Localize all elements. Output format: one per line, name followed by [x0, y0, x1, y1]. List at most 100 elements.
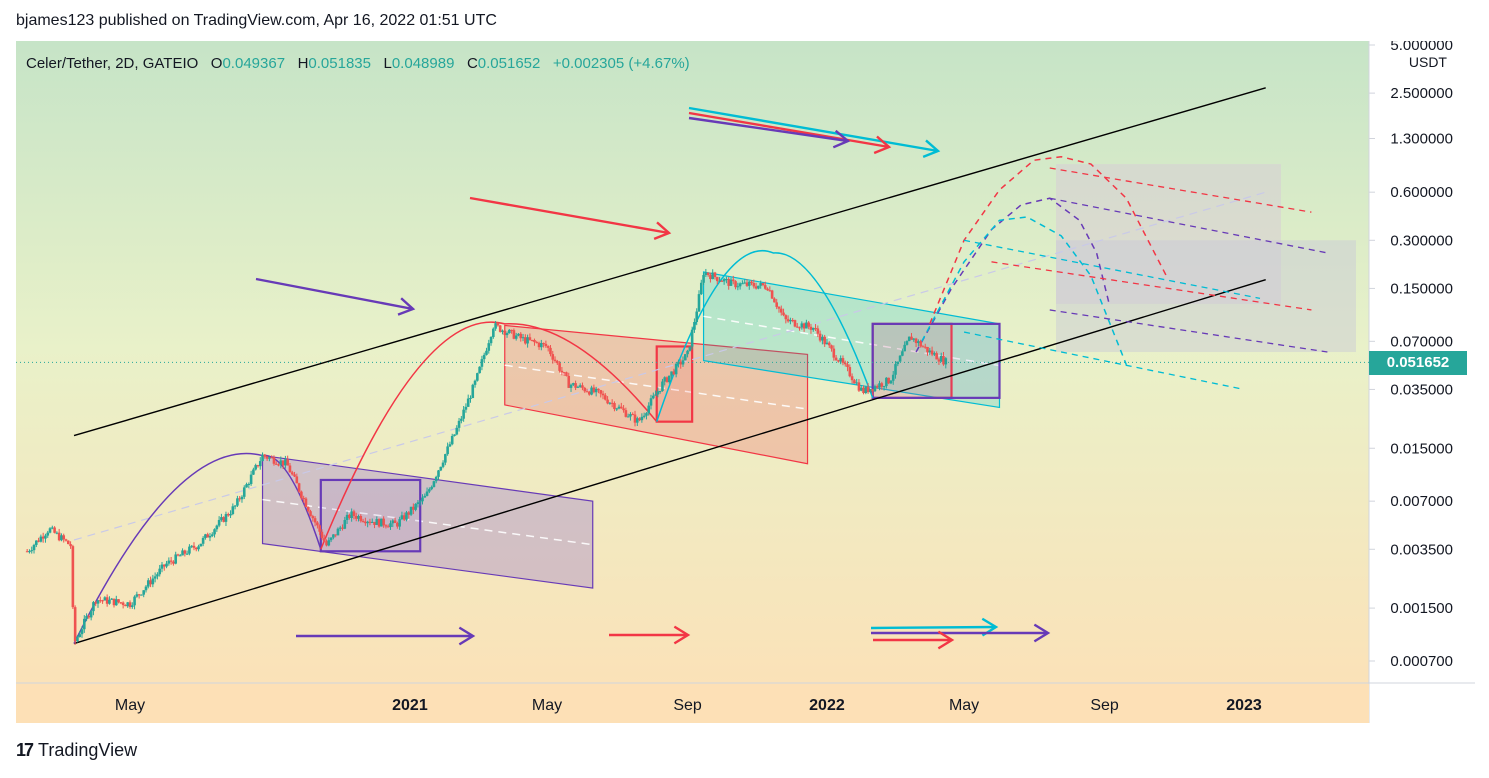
candle-body — [416, 502, 420, 504]
candle-body — [775, 302, 778, 307]
candle-body — [318, 525, 321, 532]
candle-body — [928, 350, 932, 353]
candle-body — [848, 367, 852, 377]
candle-body — [935, 353, 938, 360]
candle-body — [393, 520, 397, 524]
candle-body — [142, 590, 146, 595]
candle-body — [613, 403, 616, 410]
candle-body — [130, 605, 134, 607]
candle-body — [590, 387, 593, 395]
candle-body — [80, 629, 84, 635]
candle-body — [610, 402, 614, 404]
candle-body — [793, 320, 797, 327]
candle-body — [768, 290, 772, 292]
candle-body — [594, 388, 598, 393]
candle-body — [140, 594, 143, 596]
candle-body — [489, 337, 493, 344]
candle-body — [137, 594, 141, 596]
candle-body — [103, 597, 107, 601]
x-tick-label: May — [532, 697, 562, 714]
candle-body — [405, 512, 408, 520]
candle-body — [263, 454, 267, 457]
candle-body — [496, 323, 500, 326]
candle-body — [32, 544, 36, 551]
candle-body — [773, 298, 776, 303]
candle-body — [544, 343, 548, 347]
highlight-box — [871, 322, 1001, 399]
candle-body — [302, 497, 305, 499]
candle-body — [891, 374, 895, 381]
candle-body — [334, 534, 337, 536]
candle-body — [304, 498, 308, 507]
projection-channel-line — [1049, 309, 1328, 353]
candle-body — [345, 514, 349, 520]
candle-body — [384, 525, 388, 527]
candle-body — [169, 560, 173, 562]
candle-body — [425, 491, 429, 496]
candle-body — [277, 464, 280, 466]
candle-body — [501, 330, 504, 332]
candle-body — [562, 372, 566, 374]
candle-body — [432, 481, 436, 487]
y-tick-label: 0.001500 — [1390, 600, 1453, 617]
candle-body — [247, 483, 251, 485]
candle-body — [933, 353, 936, 355]
candle-body — [57, 532, 61, 541]
candle-body — [875, 386, 879, 388]
time-scale-background — [16, 684, 1369, 723]
candle-body — [492, 328, 495, 338]
candle-body — [92, 602, 95, 612]
candle-body — [181, 550, 184, 556]
candle-body — [322, 538, 326, 542]
candle-body — [818, 333, 822, 341]
chart-area[interactable]: 5.000000 2.500000 1.300000 0.600000 0.300000… — [16, 41, 1475, 723]
candle-body — [352, 511, 356, 517]
candle-body — [25, 551, 29, 553]
candle-body — [320, 531, 324, 539]
candle-body — [375, 519, 379, 525]
candle-body — [661, 381, 664, 391]
arrow-head — [653, 221, 672, 240]
candle-body — [487, 343, 491, 351]
candle-body — [546, 346, 550, 348]
candle-body — [903, 344, 906, 352]
arrow-line — [688, 111, 890, 149]
candle-body — [551, 354, 555, 360]
candle-body — [578, 385, 582, 387]
x-tick-label: May — [115, 697, 145, 714]
candle-body — [414, 503, 417, 510]
candle-body — [530, 339, 534, 341]
candle-body — [336, 528, 340, 536]
candle-body — [556, 361, 559, 364]
candle-body — [327, 540, 331, 546]
candle-body — [364, 521, 367, 524]
candle-body — [311, 516, 315, 519]
candle-body — [233, 505, 237, 507]
candle-body — [217, 519, 221, 526]
legend-close-value: 0.051652 — [477, 55, 541, 72]
y-tick-label: 0.300000 — [1390, 232, 1453, 249]
candle-body — [873, 386, 877, 392]
candle-body — [747, 281, 751, 286]
candle-body — [917, 341, 920, 344]
candle-body — [94, 602, 98, 604]
candle-body — [350, 511, 353, 518]
candle-body — [508, 329, 511, 334]
candle-body — [478, 366, 481, 374]
candle-body — [76, 636, 79, 642]
candle-body — [853, 380, 856, 384]
candle-body — [156, 574, 159, 577]
price-chart[interactable]: 5.000000 2.500000 1.300000 0.600000 0.300000… — [16, 41, 1475, 723]
arrow-head — [937, 630, 955, 650]
legend-symbol[interactable]: Celer/Tether, 2D, GATEIO — [26, 55, 199, 72]
candle-body — [30, 550, 34, 552]
candle-body — [162, 564, 166, 567]
candle-body — [167, 560, 171, 564]
candle-body — [910, 336, 913, 340]
candle-body — [172, 561, 175, 564]
tradingview-footer[interactable]: 17 TradingView — [16, 740, 137, 761]
candle-body — [560, 370, 564, 373]
candle-body — [885, 377, 888, 387]
candle-body — [846, 364, 849, 368]
candle-body — [727, 279, 731, 286]
